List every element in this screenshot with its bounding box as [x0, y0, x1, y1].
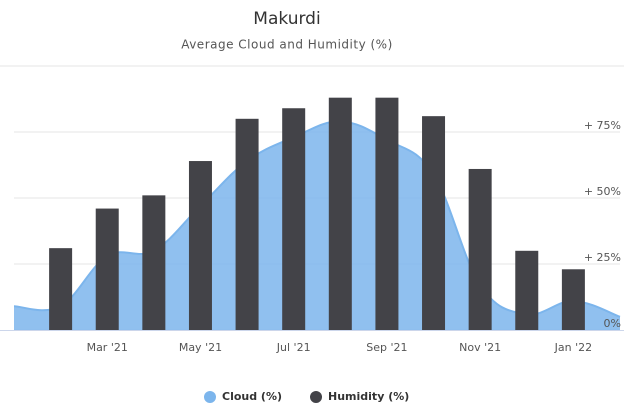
area-fill [14, 121, 620, 330]
x-tick-label: Nov '21 [459, 341, 501, 354]
x-tick-label: Sep '21 [366, 341, 407, 354]
legend-item: Cloud (%) [204, 390, 282, 403]
y-tick-label: + 75% [584, 119, 621, 132]
bar [235, 118, 259, 330]
legend-swatch [204, 391, 216, 403]
bar [515, 250, 539, 330]
chart-subtitle: Average Cloud and Humidity (%) [181, 38, 393, 52]
chart-title: Makurdi [253, 9, 320, 29]
y-tick-label: 0% [604, 317, 621, 330]
bar [188, 161, 212, 330]
bar [49, 248, 73, 330]
y-tick-label: + 25% [584, 251, 621, 264]
bar [375, 97, 399, 331]
legend-label: Cloud (%) [222, 390, 282, 403]
bar [422, 116, 446, 330]
bar [468, 168, 492, 330]
bar [328, 97, 352, 331]
legend-label: Humidity (%) [328, 390, 409, 403]
x-tick-label: May '21 [179, 341, 222, 354]
bar [142, 195, 166, 330]
bar [95, 208, 119, 330]
legend-item: Humidity (%) [310, 390, 409, 403]
x-tick-label: Mar '21 [87, 341, 128, 354]
bar [282, 108, 306, 331]
y-tick-label: + 50% [584, 185, 621, 198]
x-tick-label: Jan '22 [554, 341, 592, 354]
x-tick-label: Jul '21 [276, 341, 311, 354]
legend-swatch [310, 391, 323, 403]
bar [561, 269, 585, 330]
